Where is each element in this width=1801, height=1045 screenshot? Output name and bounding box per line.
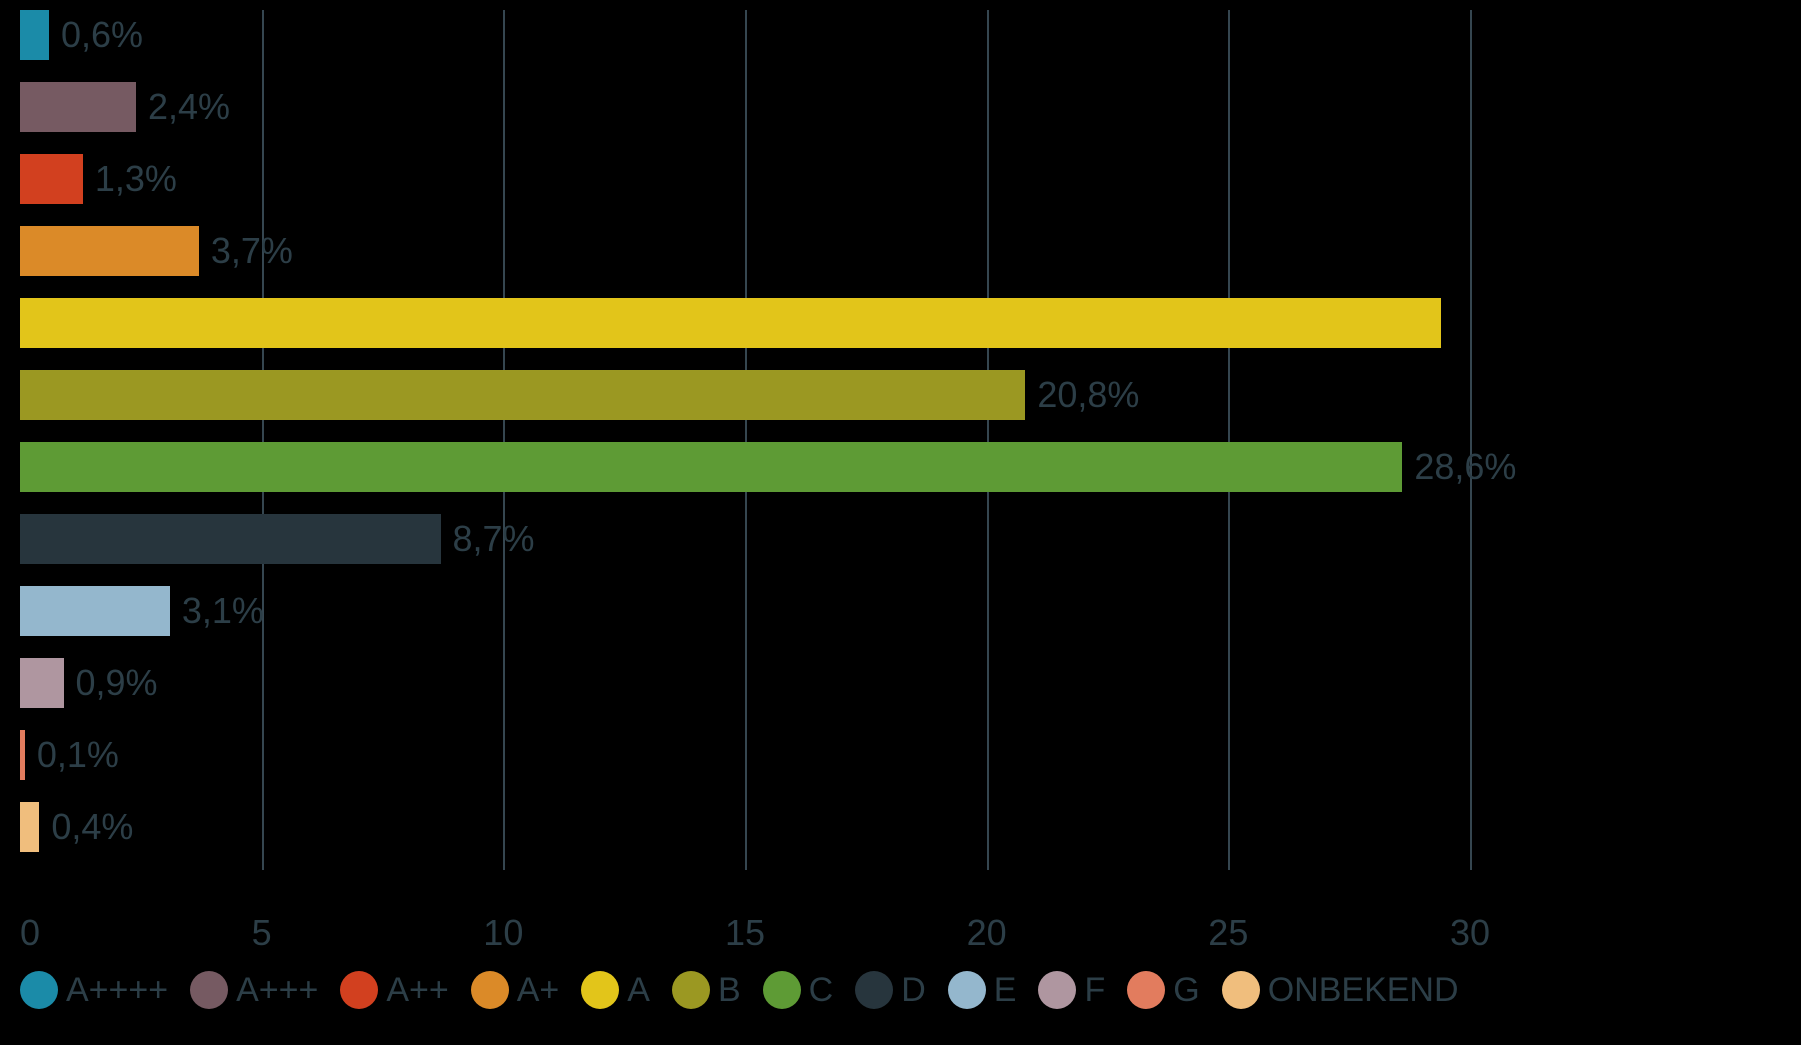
legend-swatch xyxy=(948,971,986,1009)
bar xyxy=(20,82,136,132)
bar xyxy=(20,730,25,780)
bar-value-label: 2,4% xyxy=(148,86,230,128)
legend-swatch xyxy=(1127,971,1165,1009)
legend-label: F xyxy=(1084,971,1105,1010)
legend-label: D xyxy=(901,971,926,1010)
x-tick-label: 25 xyxy=(1208,912,1248,954)
legend-item: F xyxy=(1038,971,1105,1010)
legend-swatch xyxy=(1038,971,1076,1009)
bar-value-label: 8,7% xyxy=(453,518,535,560)
legend-item: A+++ xyxy=(190,971,318,1010)
legend-label: A+++ xyxy=(236,971,318,1010)
x-tick-label: 0 xyxy=(20,912,40,954)
legend-item: G xyxy=(1127,971,1199,1010)
legend-label: C xyxy=(809,971,834,1010)
legend-item: A++++ xyxy=(20,971,168,1010)
bar-value-label: 0,1% xyxy=(37,734,119,776)
bar xyxy=(20,586,170,636)
legend-swatch xyxy=(672,971,710,1009)
bar xyxy=(20,10,49,60)
legend-label: G xyxy=(1173,971,1199,1010)
legend-swatch xyxy=(20,971,58,1009)
bar xyxy=(20,154,83,204)
x-tick-label: 10 xyxy=(483,912,523,954)
x-tick-label: 30 xyxy=(1450,912,1490,954)
bar-value-label: 1,3% xyxy=(95,158,177,200)
legend-label: B xyxy=(718,971,741,1010)
legend-item: D xyxy=(855,971,926,1010)
bar xyxy=(20,442,1402,492)
legend-item: E xyxy=(948,971,1017,1010)
legend-label: A+ xyxy=(517,971,560,1010)
legend-swatch xyxy=(471,971,509,1009)
legend-swatch xyxy=(763,971,801,1009)
bar xyxy=(20,226,199,276)
legend-swatch xyxy=(855,971,893,1009)
bar-value-label: 3,1% xyxy=(182,590,264,632)
bar-value-label: 0,4% xyxy=(51,806,133,848)
gridline xyxy=(1470,10,1472,870)
legend: A++++ A+++ A++ A+ A B C D E F G ONBEKEND xyxy=(20,960,1780,1020)
legend-swatch xyxy=(1222,971,1260,1009)
legend-label: ONBEKEND xyxy=(1268,971,1459,1010)
bar-value-label: 20,8% xyxy=(1037,374,1139,416)
bar-value-label: 28,6% xyxy=(1414,446,1516,488)
legend-item: C xyxy=(763,971,834,1010)
legend-label: E xyxy=(994,971,1017,1010)
bar-value-label: 3,7% xyxy=(211,230,293,272)
chart-area: 0,6%2,4%1,3%3,7%29,4%20,8%28,6%8,7%3,1%0… xyxy=(20,0,1780,905)
legend-item: A++ xyxy=(340,971,448,1010)
plot-region: 0,6%2,4%1,3%3,7%29,4%20,8%28,6%8,7%3,1%0… xyxy=(20,10,1470,870)
bar xyxy=(20,514,441,564)
legend-item: A+ xyxy=(471,971,560,1010)
bar xyxy=(20,370,1025,420)
bar-value-label: 0,6% xyxy=(61,14,143,56)
legend-item: A xyxy=(581,971,650,1010)
bars-container: 0,6%2,4%1,3%3,7%29,4%20,8%28,6%8,7%3,1%0… xyxy=(20,10,1470,870)
legend-item: B xyxy=(672,971,741,1010)
legend-label: A++ xyxy=(386,971,448,1010)
x-axis-ticks: 051015202530 xyxy=(20,870,1470,920)
bar xyxy=(20,298,1441,348)
legend-swatch xyxy=(190,971,228,1009)
bar xyxy=(20,802,39,852)
x-tick-label: 5 xyxy=(252,912,272,954)
x-tick-label: 15 xyxy=(725,912,765,954)
bar-value-label: 0,9% xyxy=(76,662,158,704)
legend-swatch xyxy=(340,971,378,1009)
legend-label: A++++ xyxy=(66,971,168,1010)
legend-item: ONBEKEND xyxy=(1222,971,1459,1010)
bar xyxy=(20,658,64,708)
legend-label: A xyxy=(627,971,650,1010)
legend-swatch xyxy=(581,971,619,1009)
x-tick-label: 20 xyxy=(967,912,1007,954)
